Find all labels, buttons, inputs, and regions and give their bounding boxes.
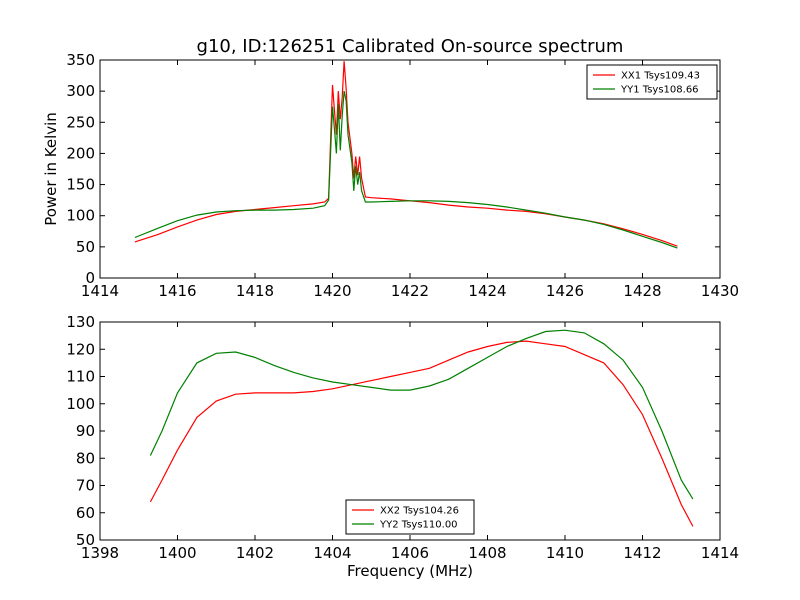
bottom-y-tick-label: 80: [76, 449, 95, 467]
top-x-tick-label: 1414: [81, 282, 119, 300]
bottom-x-tick-label: 1404: [313, 544, 351, 562]
bottom-legend-label-2: YY2 Tsys110.00: [379, 520, 458, 531]
top-y-tick-label: 50: [76, 238, 95, 256]
bottom-y-tick-label: 120: [66, 340, 95, 358]
bottom-x-tick-label: 1406: [391, 544, 429, 562]
top-y-tick-label: 250: [66, 113, 95, 131]
top-legend: XX1 Tsys109.43 YY1 Tsys108.66: [586, 64, 718, 100]
top-x-tick-label: 1420: [313, 282, 351, 300]
bottom-x-axis-title: Frequency (MHz): [347, 562, 473, 580]
top-x-tick-label: 1424: [468, 282, 506, 300]
bottom-x-tick-label: 1410: [546, 544, 584, 562]
bottom-series-line-2: [149, 329, 694, 500]
bottom-series-line-1: [149, 340, 694, 527]
top-y-tick-label: 300: [66, 82, 95, 100]
bottom-x-tick-label: 1398: [81, 544, 119, 562]
bottom-legend-label-1: XX2 Tsys104.26: [380, 506, 459, 517]
top-x-tick-label: 1416: [158, 282, 196, 300]
figure-title: g10, ID:126251 Calibrated On-source spec…: [197, 36, 624, 57]
top-x-tick-label: 1428: [623, 282, 661, 300]
bottom-y-tick-label: 100: [66, 395, 95, 413]
bottom-x-tick-label: 1412: [623, 544, 661, 562]
bottom-y-tick-label: 130: [66, 313, 95, 331]
bottom-y-tick-label: 110: [66, 368, 95, 386]
bottom-y-tick-label: 60: [76, 504, 95, 522]
top-y-tick-label: 100: [66, 207, 95, 225]
top-x-tick-label: 1422: [391, 282, 429, 300]
bottom-x-tick-label: 1400: [158, 544, 196, 562]
top-x-tick-label: 1418: [236, 282, 274, 300]
bottom-legend: XX2 Tsys104.26 YY2 Tsys110.00: [345, 499, 475, 535]
top-legend-label-2: YY1 Tsys108.66: [620, 85, 699, 96]
bottom-x-tick-label: 1402: [236, 544, 274, 562]
top-y-tick-label: 200: [66, 144, 95, 162]
bottom-y-tick-label: 70: [76, 477, 95, 495]
top-x-tick-label: 1426: [546, 282, 584, 300]
top-legend-label-1: XX1 Tsys109.43: [621, 71, 700, 82]
top-legend-box: [586, 64, 718, 100]
bottom-spectrum-plot: 1398 1400 1402 1404 1406 1408 1410 1412 1414 50 60…: [66, 313, 739, 580]
bottom-y-tick-label: 50: [76, 531, 95, 549]
top-y-tick-label: 0: [85, 269, 95, 287]
top-y-tick-label: 350: [66, 51, 95, 69]
top-series-line-2: [134, 90, 678, 249]
top-series-line-1: [134, 61, 678, 247]
bottom-x-tick-label: 1408: [468, 544, 506, 562]
top-x-tick-label: 1430: [701, 282, 739, 300]
bottom-legend-box: [345, 499, 475, 535]
top-y-tick-label: 150: [66, 176, 95, 194]
top-y-axis-title: Power in Kelvin: [42, 112, 60, 226]
bottom-x-tick-label: 1414: [701, 544, 739, 562]
bottom-y-tick-label: 90: [76, 422, 95, 440]
top-spectrum-plot: 1414 1416 1418 1420 1422 1424 1426 1428 1430 0 50 1…: [42, 51, 739, 300]
